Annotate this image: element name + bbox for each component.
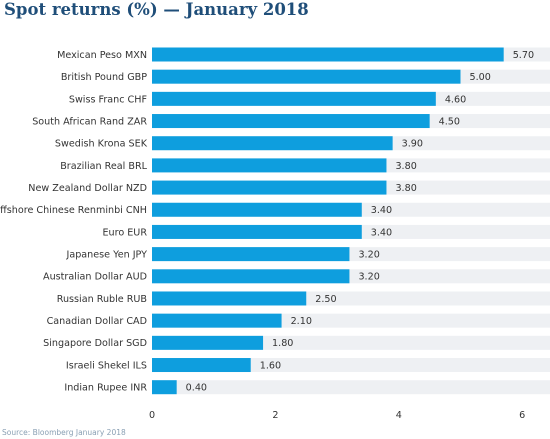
bar-track: [152, 380, 550, 395]
bar: [152, 136, 393, 151]
category-label: Israeli Shekel ILS: [66, 360, 147, 371]
bar: [152, 313, 282, 328]
bar: [152, 380, 177, 395]
bar-track: [152, 358, 550, 373]
data-label: 3.80: [395, 161, 416, 172]
data-label: 5.70: [513, 50, 534, 61]
category-label: Euro EUR: [102, 227, 147, 238]
data-label: 1.80: [272, 338, 293, 349]
data-label: 4.60: [445, 94, 466, 105]
data-label: 3.20: [358, 272, 379, 283]
bar: [152, 358, 251, 373]
data-label: 0.40: [186, 383, 207, 394]
data-label: 1.60: [260, 360, 281, 371]
category-label: Russian Ruble RUB: [57, 294, 147, 305]
category-label: British Pound GBP: [61, 72, 147, 83]
category-label: Indian Rupee INR: [64, 383, 147, 394]
category-label: Mexican Peso MXN: [57, 50, 147, 61]
x-tick-label: 6: [519, 410, 525, 421]
bar: [152, 114, 430, 129]
category-label: Canadian Dollar CAD: [47, 316, 147, 327]
bar: [152, 335, 264, 350]
category-label: Australian Dollar AUD: [43, 272, 147, 283]
category-label: Singapore Dollar SGD: [43, 338, 147, 349]
data-label: 3.90: [402, 139, 423, 150]
data-label: 5.00: [470, 72, 491, 83]
x-tick-label: 0: [149, 410, 155, 421]
bar: [152, 91, 436, 106]
bar: [152, 158, 387, 173]
bar: [152, 180, 387, 195]
category-label: Swedish Krona SEK: [55, 139, 148, 150]
bar: [152, 291, 307, 306]
source-note: Source: Bloomberg January 2018: [2, 428, 126, 437]
bar: [152, 202, 362, 217]
category-label: Offshore Chinese Renminbi CNH: [0, 205, 147, 216]
data-label: 2.50: [315, 294, 336, 305]
data-label: 3.80: [395, 183, 416, 194]
bar: [152, 224, 362, 239]
bar: [152, 269, 350, 284]
category-label: Swiss Franc CHF: [69, 94, 147, 105]
data-label: 3.40: [371, 205, 392, 216]
category-label: New Zealand Dollar NZD: [28, 183, 147, 194]
bar: [152, 247, 350, 262]
bar: [152, 69, 461, 84]
x-tick-label: 4: [396, 410, 402, 421]
data-label: 4.50: [439, 116, 460, 127]
category-label: Japanese Yen JPY: [66, 250, 148, 261]
category-label: Brazilian Real BRL: [60, 161, 147, 172]
data-label: 2.10: [291, 316, 312, 327]
chart-title: Spot returns (%) — January 2018: [4, 0, 309, 19]
x-tick-label: 2: [272, 410, 278, 421]
bar: [152, 47, 504, 62]
data-label: 3.20: [358, 250, 379, 261]
data-label: 3.40: [371, 227, 392, 238]
category-label: South African Rand ZAR: [32, 116, 147, 127]
